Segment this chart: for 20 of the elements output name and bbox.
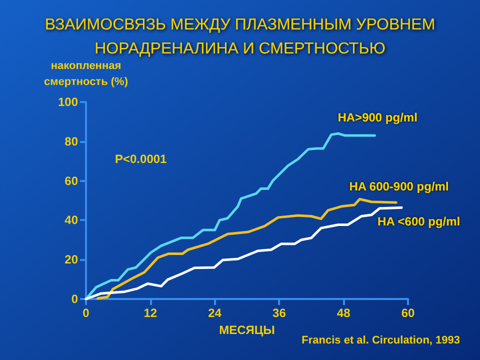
annotation: P<0.0001: [115, 152, 168, 166]
series-label: HA>900 pg/ml: [338, 110, 418, 124]
y-tick-label: 100: [58, 95, 78, 109]
y-tick-label: 40: [64, 213, 78, 228]
text: Francis et al. Circulation, 1993: [302, 334, 460, 346]
y-axis-title: накопленная смертность (%): [44, 60, 128, 88]
x-tick-label: 24: [208, 306, 222, 320]
series-label: HA <600 pg/ml: [378, 214, 460, 229]
y-tick-label: 80: [64, 134, 78, 148]
series-label: HA 600-900 pg/ml: [349, 179, 449, 194]
x-tick-label: 60: [401, 306, 415, 320]
x-tick-label: 0: [82, 306, 90, 320]
x-tick-label: 12: [144, 306, 158, 320]
x-axis-title: МЕСЯЦЫ: [219, 322, 275, 337]
y-tick-label: 0: [71, 292, 78, 306]
x-tick-label: 36: [272, 306, 286, 320]
chart-title: ВЗАИМОСВЯЗЬ МЕЖДУ ПЛАЗМЕННЫМ УРОВНЕМ НОРАДРЕНАЛИНА И СМЕРТНОСТЬЮ: [44, 16, 436, 58]
x-tick-label: 48: [336, 306, 351, 320]
y-tick-label: 60: [64, 174, 78, 188]
y-tick-label: 20: [64, 252, 78, 267]
